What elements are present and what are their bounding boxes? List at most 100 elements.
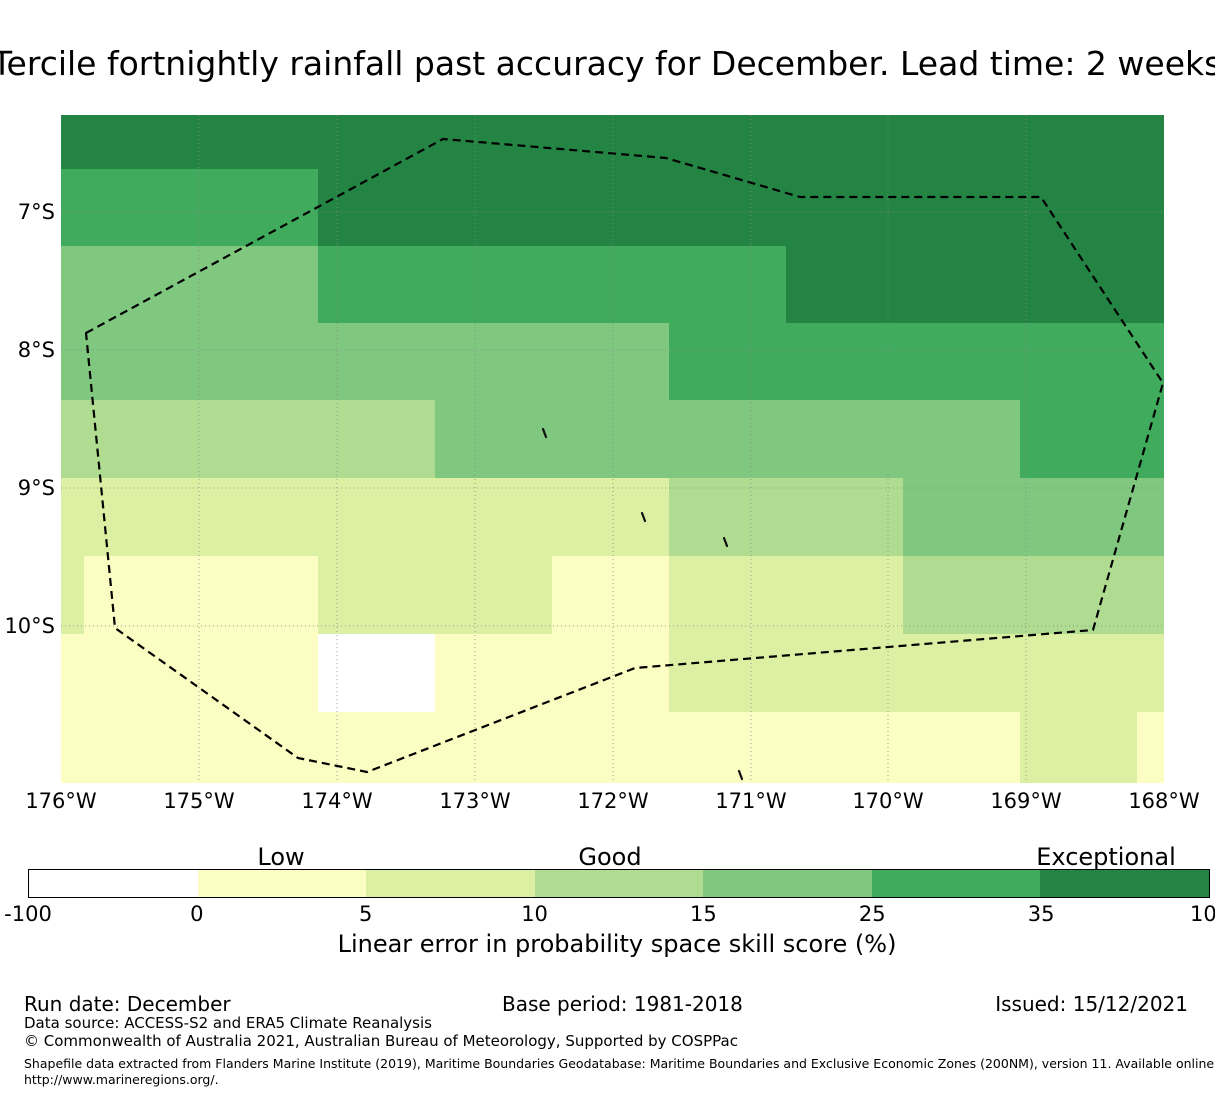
colorbar-tick-label: 35 [1027, 902, 1055, 926]
rainfall-skill-map [61, 115, 1165, 783]
x-tick-label: 170°W [852, 789, 924, 813]
map-cell [1020, 634, 1137, 712]
map-cell [1137, 634, 1164, 712]
eez-boundary [84, 137, 1165, 774]
map-cell [1020, 169, 1137, 246]
map-cell [786, 478, 903, 556]
colorbar-segment [534, 870, 704, 897]
map-cell [786, 246, 903, 323]
island-mark [640, 511, 647, 523]
colorbar-tick-label: -100 [4, 902, 52, 926]
colorbar-segment [703, 870, 872, 897]
map-cell [1020, 246, 1137, 323]
map-cell [1020, 115, 1137, 169]
colorbar-category-label: Good [578, 843, 642, 871]
colorbar [28, 869, 1210, 898]
map-cell [61, 323, 84, 400]
map-cell [552, 556, 669, 634]
map-cell [318, 169, 435, 246]
map-cell [201, 400, 318, 478]
colorbar-category-label: Exceptional [1036, 843, 1176, 871]
map-cell [318, 246, 435, 323]
map-cell [318, 556, 435, 634]
colorbar-title: Linear error in probability space skill … [337, 930, 897, 958]
map-cell [318, 115, 435, 169]
map-cell [435, 556, 552, 634]
map-cell [84, 556, 201, 634]
map-cell [61, 478, 84, 556]
x-tick-label: 175°W [163, 789, 235, 813]
map-cell [552, 115, 669, 169]
y-tick-label: 10°S [4, 614, 55, 638]
map-cell [669, 169, 786, 246]
map-cell [61, 556, 84, 634]
map-cell [201, 115, 318, 169]
map-cell [903, 634, 1020, 712]
x-tick-label: 174°W [301, 789, 373, 813]
colorbar-tick-label: 25 [858, 902, 886, 926]
map-cell [61, 400, 84, 478]
map-cell [435, 169, 552, 246]
run-date-label: Run date: December [24, 992, 231, 1016]
map-cell [1020, 478, 1137, 556]
map-cell [318, 478, 435, 556]
map-cell [201, 169, 318, 246]
map-cell [84, 246, 201, 323]
y-tick-label: 7°S [17, 200, 55, 224]
map-cell [1137, 246, 1164, 323]
map-cell [1137, 169, 1164, 246]
map-cell [786, 323, 903, 400]
map-cell [84, 400, 201, 478]
map-cell [552, 478, 669, 556]
map-cell [318, 400, 435, 478]
map-cell [552, 712, 669, 783]
x-tick-label: 172°W [577, 789, 649, 813]
map-cell [84, 712, 201, 783]
map-cell [435, 323, 552, 400]
island-mark [722, 536, 729, 548]
map-cell [201, 323, 318, 400]
colorbar-tick-label: 100 [1189, 902, 1215, 926]
colorbar-tick-label: 5 [359, 902, 373, 926]
map-cell [435, 634, 552, 712]
map-cell [84, 169, 201, 246]
map-cell [435, 115, 552, 169]
map-cell [1137, 712, 1164, 783]
colorbar-tick-label: 15 [690, 902, 717, 926]
map-cell [903, 478, 1020, 556]
map-cell [786, 115, 903, 169]
map-cell [903, 323, 1020, 400]
map-cell [669, 634, 786, 712]
map-cell [903, 556, 1020, 634]
x-tick-label: 169°W [990, 789, 1062, 813]
map-cell [435, 400, 552, 478]
map-cell [669, 478, 786, 556]
map-cell [84, 634, 201, 712]
map-cell [903, 400, 1020, 478]
colorbar-tick-label: 0 [190, 902, 204, 926]
map-cell [1020, 712, 1137, 783]
map-cell [552, 634, 669, 712]
x-tick-label: 173°W [439, 789, 511, 813]
colorbar-segment [29, 870, 198, 897]
map-cell [786, 556, 903, 634]
map-cell [201, 634, 318, 712]
map-cell [435, 246, 552, 323]
map-cell [669, 323, 786, 400]
map-cell [552, 169, 669, 246]
issued-date-label: Issued: 15/12/2021 [995, 992, 1188, 1016]
x-tick-label: 168°W [1128, 789, 1200, 813]
map-cell [1137, 323, 1164, 400]
map-cell [318, 634, 435, 712]
map-area [61, 115, 1165, 783]
map-cell [201, 556, 318, 634]
map-cell [552, 246, 669, 323]
y-tick-label: 8°S [17, 338, 55, 362]
island-mark [541, 427, 548, 439]
colorbar-category-label: Low [257, 843, 305, 871]
x-tick-label: 176°W [25, 789, 97, 813]
map-cell [318, 712, 435, 783]
map-cell [84, 323, 201, 400]
copyright-label: © Commonwealth of Australia 2021, Austra… [24, 1032, 738, 1050]
